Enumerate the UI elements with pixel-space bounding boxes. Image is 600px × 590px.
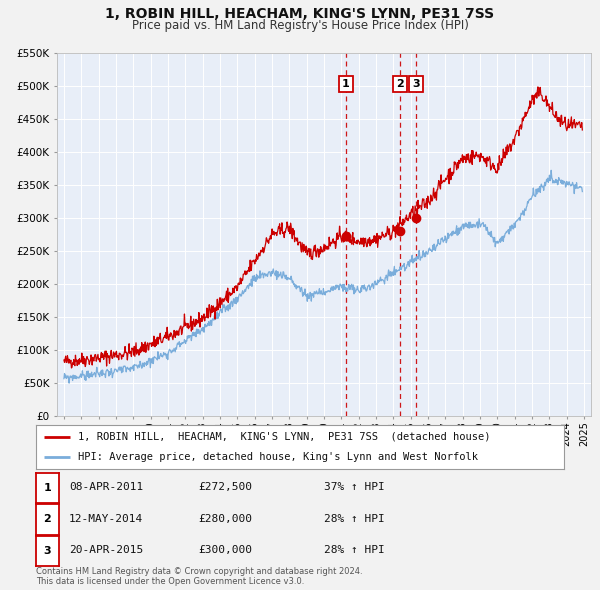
Text: 08-APR-2011: 08-APR-2011: [69, 482, 143, 491]
Text: 1: 1: [342, 79, 350, 89]
Text: 2: 2: [44, 514, 51, 525]
Text: 1, ROBIN HILL,  HEACHAM,  KING'S LYNN,  PE31 7SS  (detached house): 1, ROBIN HILL, HEACHAM, KING'S LYNN, PE3…: [78, 432, 491, 442]
Text: HPI: Average price, detached house, King's Lynn and West Norfolk: HPI: Average price, detached house, King…: [78, 452, 478, 462]
Text: 3: 3: [412, 79, 420, 89]
Text: £280,000: £280,000: [198, 514, 252, 523]
Text: 1, ROBIN HILL, HEACHAM, KING'S LYNN, PE31 7SS: 1, ROBIN HILL, HEACHAM, KING'S LYNN, PE3…: [106, 7, 494, 21]
Text: 20-APR-2015: 20-APR-2015: [69, 546, 143, 555]
Text: 28% ↑ HPI: 28% ↑ HPI: [324, 514, 385, 523]
Text: 3: 3: [44, 546, 51, 556]
Text: 2: 2: [396, 79, 404, 89]
Text: 37% ↑ HPI: 37% ↑ HPI: [324, 482, 385, 491]
Text: Contains HM Land Registry data © Crown copyright and database right 2024.
This d: Contains HM Land Registry data © Crown c…: [36, 567, 362, 586]
Text: Price paid vs. HM Land Registry's House Price Index (HPI): Price paid vs. HM Land Registry's House …: [131, 19, 469, 32]
Text: £300,000: £300,000: [198, 546, 252, 555]
Text: £272,500: £272,500: [198, 482, 252, 491]
Text: 12-MAY-2014: 12-MAY-2014: [69, 514, 143, 523]
Text: 28% ↑ HPI: 28% ↑ HPI: [324, 546, 385, 555]
Text: 1: 1: [44, 483, 51, 493]
